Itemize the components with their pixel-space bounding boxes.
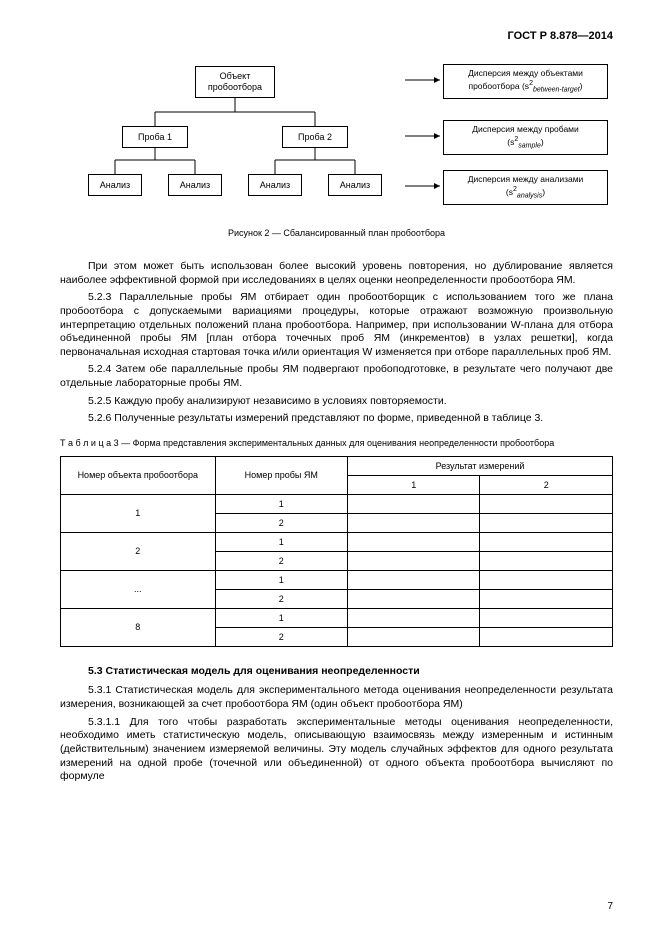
- doc-header: ГОСТ Р 8.878—2014: [60, 30, 613, 42]
- th-object: Номер объекта пробоотбора: [61, 456, 216, 494]
- para-5-3-1-1: 5.3.1.1 Для того чтобы разработать экспе…: [60, 716, 613, 784]
- tree-diagram: Объектпробоотбора Проба 1 Проба 2 Анализ…: [60, 60, 613, 220]
- node-analysis-1: Анализ: [88, 174, 142, 196]
- table-3: Номер объекта пробоотбора Номер пробы ЯМ…: [60, 456, 613, 647]
- para-5-2-6: 5.2.6 Полученные результаты измерений пр…: [60, 412, 613, 426]
- node-analysis-3: Анализ: [248, 174, 302, 196]
- table-row: 11: [61, 494, 613, 513]
- node-analysis-4: Анализ: [328, 174, 382, 196]
- node-analysis-2: Анализ: [168, 174, 222, 196]
- th-result-2: 2: [480, 475, 613, 494]
- para-5-2-3: 5.2.3 Параллельные пробы ЯМ отбирает оди…: [60, 291, 613, 359]
- variance-sample: Дисперсия между пробами (s2sample): [443, 120, 608, 155]
- figure-caption: Рисунок 2 — Сбалансированный план пробоо…: [60, 228, 613, 238]
- th-result: Результат измерений: [348, 456, 613, 475]
- para-5-2-intro: При этом может быть использован более вы…: [60, 260, 613, 287]
- table-row: ...1: [61, 570, 613, 589]
- node-root: Объектпробоотбора: [195, 66, 275, 98]
- para-5-2-5: 5.2.5 Каждую пробу анализируют независим…: [60, 395, 613, 409]
- variance-analysis: Дисперсия между анализами (s2analysis): [443, 170, 608, 205]
- para-5-2-4: 5.2.4 Затем обе параллельные пробы ЯМ по…: [60, 363, 613, 390]
- variance-between-target: Дисперсия между объектами пробоотбора (s…: [443, 64, 608, 99]
- table-3-title: Т а б л и ц а 3 — Форма представления эк…: [60, 438, 613, 450]
- th-sample: Номер пробы ЯМ: [215, 456, 347, 494]
- th-result-1: 1: [348, 475, 480, 494]
- table-row: 21: [61, 532, 613, 551]
- page-number: 7: [607, 901, 613, 912]
- table-row: 81: [61, 608, 613, 627]
- para-5-3-1: 5.3.1 Статистическая модель для эксперим…: [60, 684, 613, 711]
- node-sample1: Проба 1: [122, 126, 188, 148]
- section-5-3-title: 5.3 Статистическая модель для оценивания…: [60, 665, 613, 679]
- node-sample2: Проба 2: [282, 126, 348, 148]
